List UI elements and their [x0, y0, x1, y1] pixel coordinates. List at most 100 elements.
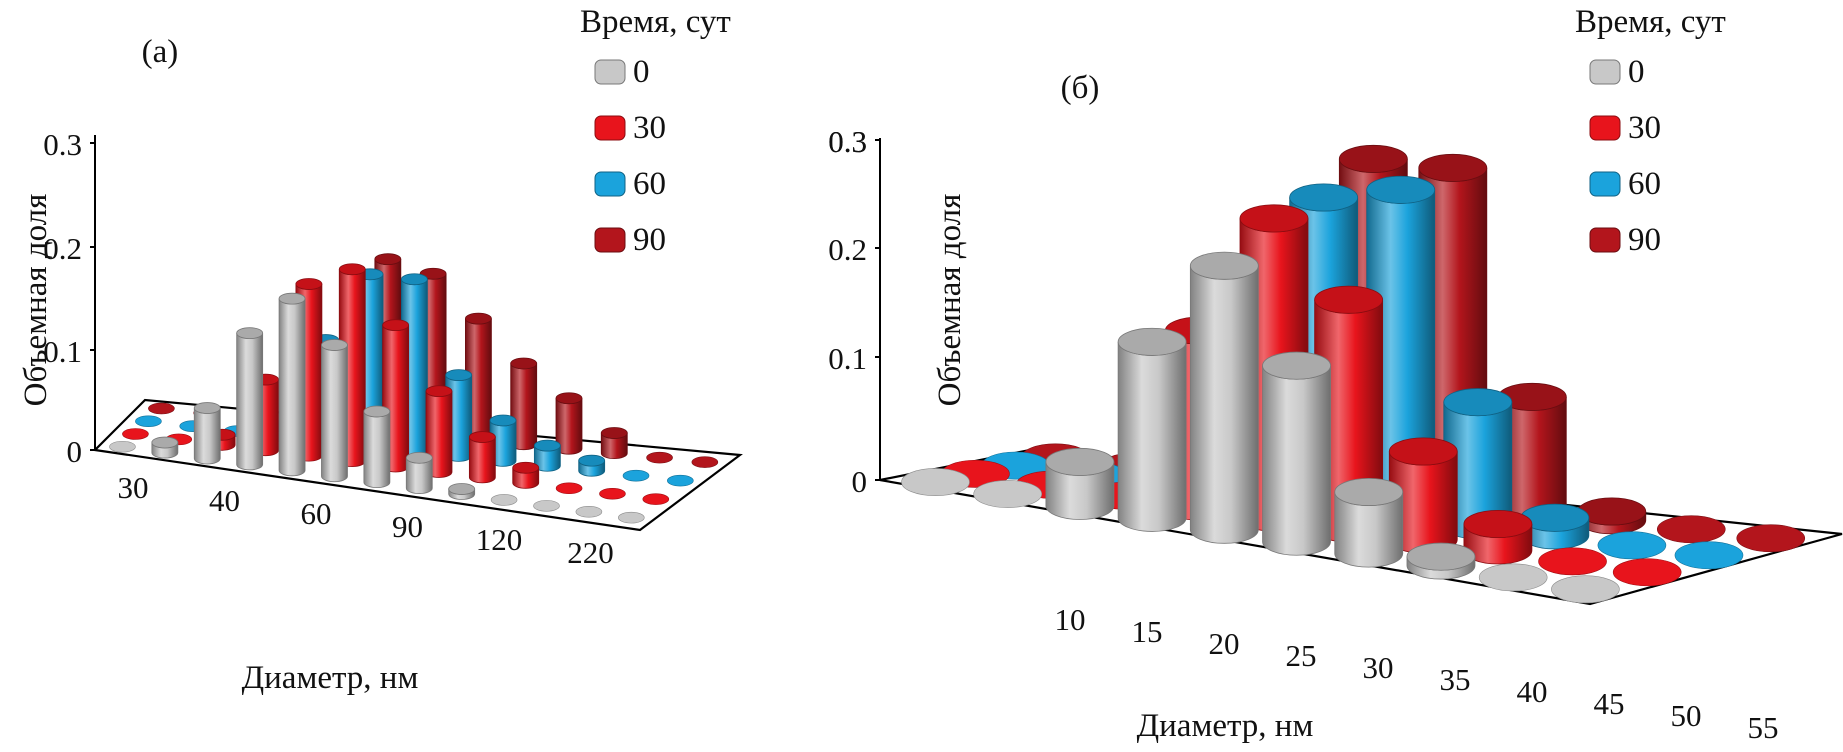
x-tick-label: 30 — [1363, 650, 1394, 685]
legend-title: Время, сут — [1575, 4, 1726, 40]
y-tick-label: 0.1 — [43, 334, 82, 369]
bar-top-series-30 — [1239, 204, 1309, 233]
bar-zero-series-30 — [555, 482, 583, 495]
bar-top-series-60 — [1289, 183, 1359, 212]
bar-zero-series-30 — [1538, 547, 1607, 576]
bar-top-series-30 — [1314, 285, 1384, 314]
y-tick-label: 0.1 — [828, 341, 867, 376]
bar-zero-series-0 — [1551, 575, 1620, 604]
bar-top-series-90 — [374, 253, 402, 266]
bar-zero-series-0 — [1478, 563, 1548, 592]
legend-swatch-0 — [594, 59, 626, 85]
bar-zero-series-30 — [122, 428, 149, 440]
bar-series-0 — [321, 344, 348, 483]
y-axis-title: Объемная доля — [18, 194, 54, 407]
bar-series-0 — [1189, 265, 1259, 544]
legend-label-60: 60 — [1628, 166, 1661, 202]
x-tick-label: 10 — [1055, 602, 1086, 637]
bar-top-series-0 — [1045, 447, 1115, 476]
bar-zero-series-30 — [1612, 558, 1682, 587]
legend-swatch-90 — [594, 227, 626, 253]
bar-top-series-0 — [1406, 542, 1476, 571]
bar-top-series-0 — [405, 451, 433, 464]
panel-a: 0 0.1 0.2 0.3 30 40 60 90 120 220 Объемная доля Диа… — [18, 4, 743, 696]
x-tick-label: 120 — [476, 522, 523, 557]
y-tick-label: 0.2 — [43, 231, 82, 266]
x-tick-label: 55 — [1748, 710, 1779, 745]
bar-zero-series-60 — [1597, 531, 1667, 560]
x-tick-label: 45 — [1594, 686, 1625, 721]
x-axis-title: Диаметр, нм — [1137, 708, 1314, 744]
bar-top-series-90 — [465, 312, 492, 325]
bar-series-0 — [363, 411, 391, 489]
x-tick-label: 25 — [1286, 638, 1317, 673]
bar-zero-series-0 — [973, 480, 1042, 508]
bar-zero-series-0 — [575, 505, 603, 518]
bar-zero-series-60 — [1674, 541, 1744, 570]
y-tick-label: 0 — [67, 434, 83, 469]
bar-top-series-30 — [425, 385, 453, 398]
legend-swatch-60 — [1589, 171, 1621, 197]
x-tick-label: 90 — [392, 509, 423, 544]
bar-zero-series-60 — [667, 474, 694, 487]
legend-swatch-30 — [594, 115, 626, 141]
bar-top-series-90 — [555, 392, 583, 405]
bar-top-series-0 — [193, 402, 221, 414]
bar-top-series-60 — [400, 273, 428, 286]
bar-series-0 — [193, 407, 221, 465]
bar-zero-series-90 — [148, 402, 175, 415]
y-tick-label: 0.2 — [828, 232, 867, 267]
bar-zero-series-90 — [1736, 524, 1806, 553]
bar-top-series-30 — [1388, 437, 1458, 466]
legend-label-90: 90 — [1628, 222, 1661, 258]
legend-title: Время, сут — [580, 4, 731, 40]
bar-zero-series-60 — [135, 415, 162, 427]
legend-label-0: 0 — [633, 54, 650, 90]
x-tick-label: 35 — [1440, 662, 1471, 697]
bar-top-series-60 — [578, 454, 606, 467]
x-tick-label: 30 — [118, 470, 149, 505]
bar-top-series-30 — [382, 319, 410, 332]
bar-top-series-60 — [445, 369, 473, 381]
bar-top-series-0 — [448, 483, 476, 495]
bar-top-series-30 — [1463, 510, 1533, 539]
legend-swatch-30 — [1589, 115, 1621, 141]
y-tick-label: 0 — [852, 464, 868, 499]
legend-swatch-60 — [594, 171, 626, 197]
x-axis-title: Диаметр, нм — [242, 660, 419, 696]
bar-top-series-90 — [1418, 153, 1488, 182]
bar-zero-series-60 — [622, 469, 650, 482]
bar-top-series-30 — [512, 461, 540, 474]
bar-series-30 — [468, 436, 496, 484]
bar-series-0 — [236, 333, 264, 471]
y-axis-title: Объемная доля — [932, 194, 968, 407]
x-tick-label: 40 — [209, 483, 240, 518]
y-tick-label: 0.3 — [43, 127, 82, 162]
bar-top-series-0 — [321, 339, 348, 351]
bar-top-series-30 — [295, 278, 323, 290]
bar-top-series-0 — [1334, 477, 1404, 506]
bar-zero-series-0 — [901, 468, 970, 496]
y-tick-label: 0.3 — [828, 124, 867, 159]
bar-top-series-60 — [533, 439, 561, 452]
bar-zero-series-0 — [533, 500, 560, 512]
bar-top-series-0 — [278, 292, 306, 305]
bar-zero-series-0 — [109, 440, 136, 453]
x-tick-label: 50 — [1671, 698, 1702, 733]
y-tick-label: 0.3 — [828, 124, 867, 159]
bar-series-0 — [1262, 365, 1331, 556]
x-tick-label: 60 — [301, 496, 332, 531]
bar-zero-series-90 — [691, 456, 719, 468]
legend-label-60: 60 — [633, 166, 666, 202]
x-tick-label: 15 — [1132, 614, 1163, 649]
bar-top-series-0 — [1262, 351, 1331, 380]
bar-top-series-0 — [236, 327, 264, 340]
bar-zero-series-30 — [642, 493, 670, 505]
bar-top-series-0 — [1117, 327, 1187, 356]
bar-top-series-90 — [600, 427, 628, 439]
bar-zero-series-0 — [490, 494, 518, 506]
bar-top-series-0 — [151, 436, 179, 449]
legend-label-30: 30 — [633, 110, 666, 146]
panel-label: (б) — [1061, 70, 1100, 106]
